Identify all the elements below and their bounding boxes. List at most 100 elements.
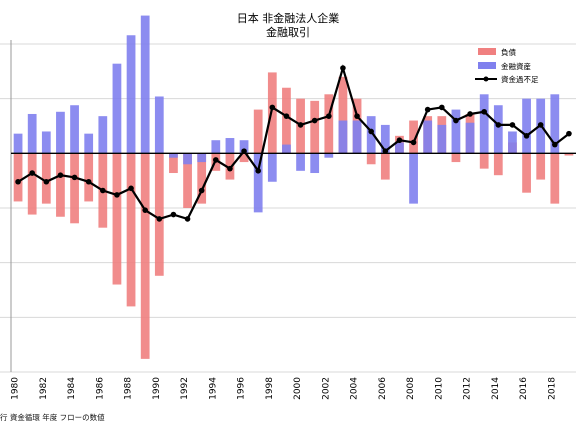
balance-point-1989 [142,207,148,213]
balance-point-1992 [184,216,191,222]
balance-point-1985 [85,178,92,185]
assets-bar-1985 [84,133,94,154]
debt-bar-1991 [169,153,178,174]
assets-bar-1997 [253,153,263,213]
balance-point-2018 [552,141,558,148]
assets-bar-2006 [380,124,390,154]
x-tick-label: 2010 [434,377,444,400]
assets-bar-1994 [211,140,221,154]
balance-point-2001 [311,117,318,124]
legend-label-balance: 資金過不足 [501,74,539,84]
x-tick-label: 2018 [547,377,557,400]
debt-bar-2014 [493,153,503,176]
balance-point-2004 [354,113,360,119]
balance-point-1983 [57,172,64,178]
chart-subtitle: 金融取引 [266,25,310,39]
assets-bar-2013 [479,94,489,154]
debt-bar-2006 [380,153,390,180]
x-tick-label: 1994 [208,377,218,400]
x-tick-label: 1986 [95,377,105,400]
assets-bar-2001 [310,153,320,174]
balance-point-2006 [382,148,389,154]
assets-bar-2008 [409,153,418,204]
debt-bar-1990 [154,153,164,276]
assets-bar-2016 [522,98,531,154]
x-tick-label: 1982 [39,377,49,400]
balance-point-2005 [368,128,374,135]
debt-bar-1998 [267,72,277,154]
balance-point-1995 [227,165,233,172]
x-tick-label: 1998 [265,377,275,400]
debt-bar-1999 [282,87,291,154]
assets-bar-2018 [550,94,560,154]
balance-point-2015 [509,122,516,128]
balance-point-2002 [326,113,332,119]
balance-point-1998 [269,104,276,111]
balance-point-2012 [467,111,473,117]
debt-bar-2011 [451,153,461,163]
assets-bar-1984 [70,105,79,154]
assets-bar-1993 [197,153,207,163]
debt-bar-2008 [409,120,418,154]
debt-bar-1980 [13,153,23,202]
balance-point-1999 [283,113,290,119]
debt-bar-2005 [366,153,376,165]
x-tick-label: 1980 [11,377,21,400]
debt-bar-1984 [70,153,79,224]
assets-bar-1980 [13,133,23,154]
debt-bar-1987 [112,153,122,285]
legend-swatch-debt [478,48,496,55]
balance-point-1990 [156,216,163,222]
assets-bar-1987 [112,63,122,154]
balance-point-1980 [15,178,21,185]
assets-bar-2004 [352,120,362,154]
balance-point-2008 [410,139,417,146]
assets-bar-1981 [27,113,37,154]
assets-bar-1992 [183,153,192,165]
x-tick-label: 1984 [67,377,77,400]
debt-bar-1985 [84,153,94,202]
debt-bar-2003 [338,76,348,154]
assets-bar-1986 [98,116,108,154]
x-tick-label: 2006 [378,377,388,400]
assets-bar-2007 [395,142,404,154]
balance-point-1984 [71,174,78,181]
debt-bar-2013 [479,153,489,169]
x-tick-label: 1990 [152,377,162,400]
debt-bar-2002 [324,94,334,154]
x-axis-ticks: 1980 1982 1984 1986 1988 1990 1992 1994 1996 1998… [11,377,558,400]
legend-marker-balance [483,76,489,82]
assets-bar-2012 [465,122,475,154]
debt-bar-2016 [522,153,531,193]
balance-point-2003 [340,65,346,71]
balance-point-2013 [481,108,487,115]
x-tick-label: 1992 [180,377,190,400]
assets-bar-1982 [41,131,51,154]
assets-bar-2002 [324,153,334,158]
assets-bar-2009 [423,120,433,154]
legend-swatch-assets [478,62,496,69]
assets-bar-1988 [126,35,136,154]
assets-bar-2005 [366,116,376,154]
balance-point-2011 [453,117,459,124]
balance-point-2019 [566,130,572,137]
balance-point-1988 [128,185,134,192]
debt-bar-1992 [183,153,192,208]
x-tick-label: 1988 [124,377,134,400]
assets-bar-2014 [493,105,503,154]
balance-point-2007 [396,137,403,144]
balance-point-1996 [241,148,247,154]
assets-bar-2011 [451,109,461,154]
balance-point-1986 [100,187,106,194]
debt-bar-2017 [536,153,546,180]
legend-label-debt: 負債 [501,47,516,57]
balance-line [17,64,570,221]
assets-bar-2010 [437,124,447,154]
x-tick-label: 2004 [350,377,360,400]
balance-point-2016 [523,133,530,139]
debt-bar-1982 [41,153,51,204]
debt-bar-1988 [126,153,136,307]
assets-bar-1983 [56,111,65,154]
debt-bar-2018 [550,153,560,204]
debt-bar-1993 [197,153,207,204]
